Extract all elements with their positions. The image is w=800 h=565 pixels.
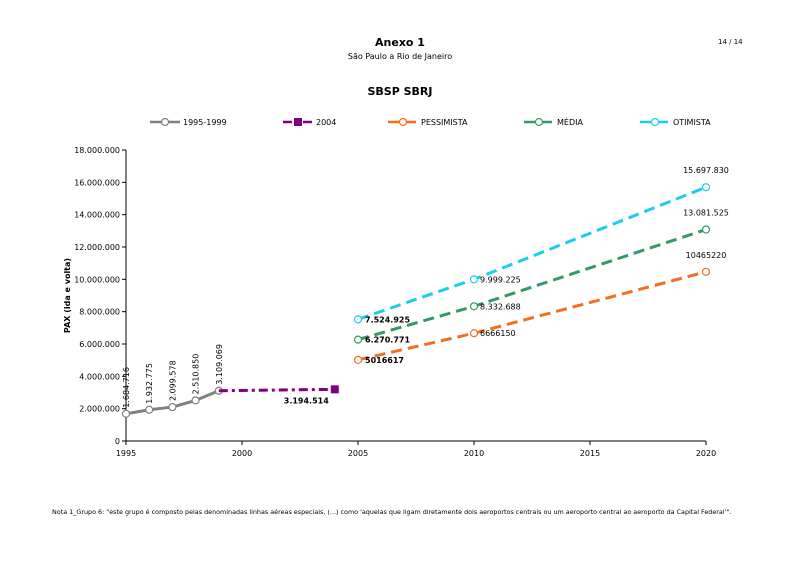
data-point bbox=[168, 402, 177, 412]
x-tick-label: 2020 bbox=[696, 449, 716, 458]
line-chart: SBSP SBRJ 1995-1999 2004 PESSIMISTA MÉDIA OTI… bbox=[63, 85, 729, 458]
x-tick-label: 2000 bbox=[232, 449, 252, 458]
y-tick-label: 4.000.000 bbox=[79, 372, 120, 381]
x-tick-label: 1995 bbox=[116, 449, 136, 458]
footnote: Nota 1_Grupo 6: "este grupo é composto p… bbox=[52, 508, 732, 516]
data-point bbox=[145, 405, 154, 414]
y-tick-label: 12.000.000 bbox=[74, 243, 120, 252]
legend-marker bbox=[398, 117, 408, 127]
page-title: Anexo 1 bbox=[375, 36, 425, 49]
series-line-1 bbox=[218, 387, 335, 393]
data-point bbox=[701, 183, 711, 192]
data-label: 7.524.925 bbox=[365, 315, 410, 324]
data-label: 6666150 bbox=[480, 329, 516, 338]
data-point bbox=[701, 267, 711, 276]
data-label: 1.932.775 bbox=[145, 363, 154, 404]
data-label: 2.099.578 bbox=[168, 360, 177, 401]
y-tick-label: 16.000.000 bbox=[74, 178, 120, 187]
legend-entry: 2004 bbox=[316, 118, 336, 127]
legend-marker bbox=[650, 117, 660, 127]
data-point bbox=[121, 409, 131, 418]
x-tick-label: 2005 bbox=[348, 449, 368, 458]
data-point bbox=[191, 396, 200, 405]
data-point bbox=[469, 302, 479, 311]
x-tick-label: 2015 bbox=[580, 449, 600, 458]
data-label: 15.697.830 bbox=[683, 166, 729, 175]
data-point bbox=[353, 355, 363, 364]
data-label: 10465220 bbox=[686, 251, 727, 260]
data-point bbox=[701, 225, 711, 234]
y-tick-label: 2.000.000 bbox=[79, 405, 120, 414]
data-point bbox=[469, 275, 479, 284]
data-label: 5016617 bbox=[365, 356, 404, 365]
legend-marker bbox=[294, 118, 302, 126]
y-tick-label: 14.000.000 bbox=[74, 211, 120, 220]
legend-entry: OTIMISTA bbox=[673, 118, 711, 127]
x-tick-label: 2010 bbox=[464, 449, 484, 458]
series-line-4 bbox=[357, 185, 707, 321]
page-subtitle: São Paulo a Rio de Janeiro bbox=[347, 52, 453, 61]
chart-title: SBSP SBRJ bbox=[368, 85, 433, 98]
legend-marker bbox=[160, 117, 170, 127]
legend-entry: 1995-1999 bbox=[183, 118, 227, 127]
series-line-3 bbox=[357, 228, 707, 342]
legend-marker bbox=[534, 117, 544, 127]
y-tick-label: 8.000.000 bbox=[79, 308, 120, 317]
data-point bbox=[353, 335, 363, 344]
data-label: 1.684.716 bbox=[122, 367, 131, 408]
data-label: 2.510.850 bbox=[192, 354, 201, 395]
data-label: 13.081.525 bbox=[683, 209, 729, 218]
data-point bbox=[353, 315, 363, 324]
y-tick-label: 6.000.000 bbox=[79, 340, 120, 349]
legend-entry: PESSIMISTA bbox=[421, 118, 468, 127]
data-label: 6.270.771 bbox=[365, 336, 410, 345]
y-tick-label: 0 bbox=[115, 437, 120, 446]
data-point bbox=[469, 329, 479, 338]
data-label: 3.194.514 bbox=[284, 396, 329, 405]
legend-entry: MÉDIA bbox=[557, 116, 583, 127]
data-label: 9.999.225 bbox=[480, 275, 521, 284]
page-number: 14 / 14 bbox=[718, 38, 743, 46]
series-line-2 bbox=[357, 270, 707, 362]
data-label: 3.109.069 bbox=[215, 344, 224, 385]
data-label: 8.332.688 bbox=[480, 302, 521, 311]
y-tick-label: 18.000.000 bbox=[74, 146, 120, 155]
y-tick-label: 10.000.000 bbox=[74, 275, 120, 284]
data-point bbox=[330, 385, 339, 394]
y-axis-label: PAX (ida e volta) bbox=[63, 258, 72, 333]
